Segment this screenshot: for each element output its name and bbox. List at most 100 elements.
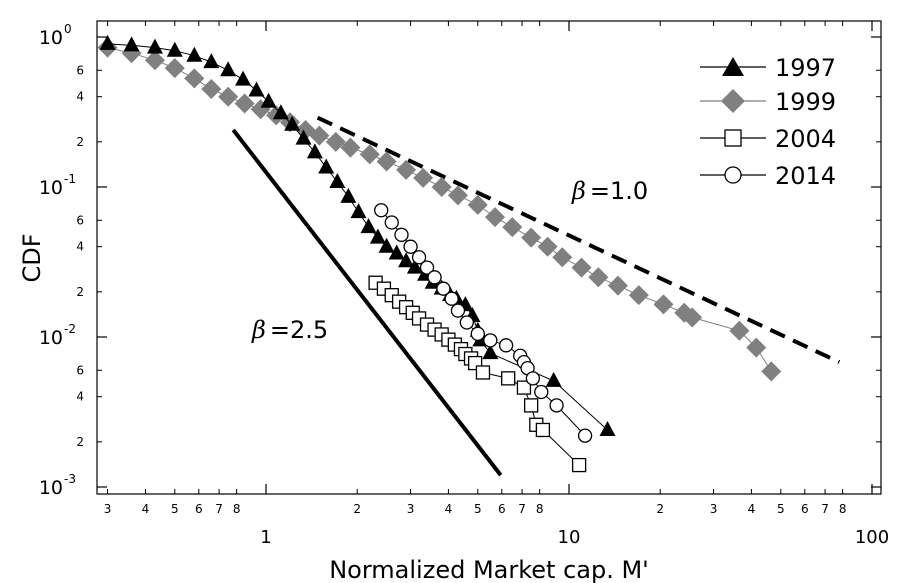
data-point-1997: [360, 218, 377, 234]
x-major-tick-label: 10: [558, 527, 581, 548]
data-point-2014: [483, 333, 498, 348]
x-major-tick-label: 100: [855, 527, 889, 548]
data-point-2014: [436, 281, 451, 296]
data-point-2004: [571, 457, 587, 473]
data-point-2014: [411, 250, 427, 265]
data-point-1997: [284, 115, 301, 131]
series-1999: [97, 37, 782, 382]
beta-2.5-value: =2.5: [270, 316, 328, 344]
x-minor-tick-label: 7: [821, 502, 829, 516]
y-minor-tick-label: 2: [76, 435, 84, 449]
data-point-2014: [525, 371, 541, 386]
data-point-1997: [248, 81, 265, 97]
y-minor-tick-label: 6: [76, 363, 84, 377]
data-point-1997: [123, 36, 140, 52]
y-major-tick-label: 10: [39, 177, 63, 199]
data-point-1999: [682, 307, 703, 328]
data-point-1997: [369, 228, 386, 244]
data-point-2014: [534, 384, 549, 400]
y-major-tick-exponent: -2: [64, 322, 76, 336]
data-point-1999: [340, 137, 361, 158]
data-point-2014: [498, 338, 514, 353]
x-minor-tick-label: 4: [445, 502, 453, 516]
data-point-2004: [523, 398, 539, 413]
data-point-1999: [309, 125, 330, 146]
x-axis-title: Normalized Market cap. M': [329, 556, 649, 583]
data-point-1999: [396, 159, 417, 180]
data-point-1999: [607, 275, 628, 296]
data-point-1999: [571, 257, 592, 278]
data-point-2014: [403, 239, 418, 254]
data-point-2014: [394, 227, 409, 242]
data-point-2014: [384, 215, 399, 230]
y-minor-tick-label: 2: [76, 135, 84, 149]
data-point-1999: [485, 207, 506, 228]
data-point-2014: [444, 291, 459, 306]
data-point-1999: [218, 86, 239, 107]
legend-entry-2004: 2004: [700, 125, 836, 153]
x-minor-tick-label: 3: [407, 502, 415, 516]
series-2004: [368, 275, 587, 473]
data-point-1997: [340, 187, 357, 203]
data-point-2014: [374, 203, 389, 218]
x-minor-tick-label: 8: [233, 502, 241, 516]
data-point-1997: [482, 344, 499, 360]
data-point-1997: [186, 46, 203, 62]
data-point-2014: [450, 303, 466, 318]
y-major-tick-exponent: 0: [64, 22, 72, 36]
y-major-tick-label: 10: [39, 27, 63, 49]
data-point-1999: [467, 194, 488, 215]
data-point-1999: [201, 79, 222, 100]
data-point-1999: [376, 151, 397, 172]
x-minor-tick-label: 4: [748, 502, 756, 516]
y-major-tick-exponent: -3: [64, 472, 76, 486]
x-minor-tick-label: 7: [518, 502, 526, 516]
data-point-2014: [470, 326, 485, 341]
x-minor-tick-label: 2: [656, 502, 664, 516]
y-minor-tick-label: 6: [76, 213, 84, 227]
data-point-2014: [427, 270, 442, 285]
beta-2.5-label: β =2.5: [251, 316, 328, 344]
data-point-1999: [588, 267, 609, 288]
data-point-2014: [459, 315, 474, 330]
data-point-1999: [325, 131, 346, 152]
x-minor-tick-label: 8: [536, 502, 544, 516]
legend-entry-2014: 2014: [700, 162, 836, 190]
y-minor-tick-label: 2: [76, 285, 84, 299]
x-minor-tick-label: 5: [171, 502, 179, 516]
legend-marker-2004: [724, 129, 742, 147]
y-minor-tick-label: 6: [76, 63, 84, 77]
beta-1.0-value: =1.0: [590, 177, 648, 205]
data-point-1999: [144, 50, 165, 71]
legend-label-1999: 1999: [775, 88, 836, 116]
legend-entry-1997: 1997: [700, 54, 836, 82]
legend-marker-1997: [722, 57, 744, 76]
legend-label-2004: 2004: [775, 125, 836, 153]
data-point-1999: [359, 144, 380, 165]
reference-line-beta-2.5: [231, 128, 503, 477]
legend-label-1997: 1997: [775, 54, 836, 82]
legend-marker-2014: [724, 166, 742, 184]
data-point-1997: [378, 237, 395, 253]
data-point-1997: [329, 172, 346, 188]
legend: 1997 1999 2004 2014: [700, 54, 836, 190]
x-minor-tick-label: 6: [498, 502, 506, 516]
x-minor-tick-label: 6: [801, 502, 809, 516]
data-point-1999: [537, 236, 558, 257]
y-major-tick-exponent: -1: [64, 172, 76, 186]
data-point-1997: [318, 158, 335, 174]
data-point-1999: [234, 93, 255, 114]
data-point-2004: [535, 422, 551, 438]
x-minor-tick-label: 7: [215, 502, 223, 516]
x-minor-tick-label: 3: [710, 502, 718, 516]
data-point-1999: [746, 337, 767, 358]
data-series: [97, 34, 782, 473]
data-point-1999: [502, 217, 523, 238]
data-point-2014: [419, 260, 435, 275]
data-point-2004: [475, 365, 491, 380]
y-major-tick-label: 10: [39, 477, 63, 499]
plot-frame: [96, 20, 882, 495]
series-2014: [374, 203, 593, 443]
data-point-1997: [398, 252, 415, 268]
